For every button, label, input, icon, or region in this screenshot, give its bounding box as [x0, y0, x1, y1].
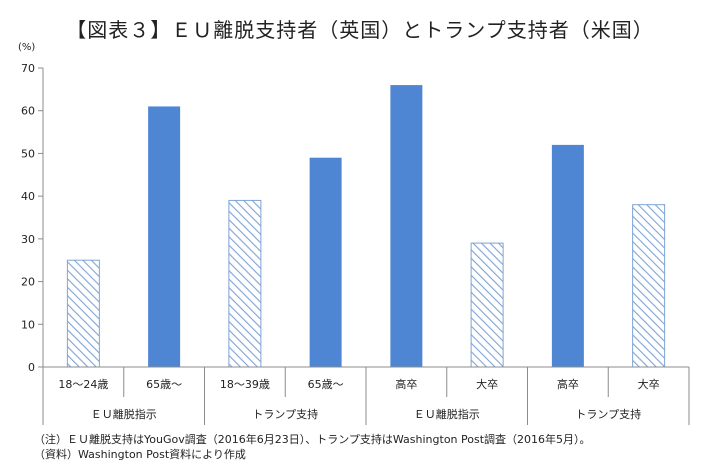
- x-category-label: 65歳～: [308, 378, 344, 391]
- bar-2: [148, 106, 181, 367]
- y-axis-unit-label: (%): [18, 42, 35, 53]
- x-category-label: 18～39歳: [220, 378, 270, 391]
- y-tick-label: 20: [21, 276, 35, 289]
- x-group-label: トランプ支持: [252, 407, 318, 421]
- bar-4: [309, 157, 342, 367]
- x-group-label: ＥＵ離脱指示: [91, 407, 157, 421]
- y-axis: (%) 0 10 20 30 40 50 60 70: [18, 42, 44, 374]
- chart-title: 【図表３】ＥＵ離脱支持者（英国）とトランプ支持者（米国）: [66, 18, 654, 42]
- footnotes: （注）ＥＵ離脱支持はYouGov調査（2016年6月23日）、トランプ支持はWa…: [34, 432, 591, 462]
- x-category-label: 65歳～: [146, 378, 182, 391]
- bar-6: [470, 242, 504, 368]
- bar-7: [551, 144, 584, 367]
- x-category-label: 大卒: [476, 377, 498, 391]
- footnote-source: （資料）Washington Post資料により作成: [34, 448, 246, 461]
- y-tick-label: 50: [21, 147, 35, 160]
- y-tick-label: 10: [21, 318, 35, 331]
- x-category-label: 高卒: [395, 377, 417, 391]
- x-axis: 18～24歳 65歳～ 18～39歳 65歳～ 高卒 大卒 高卒 大卒 ＥＵ離脱指示 トランプ支持…: [42, 366, 690, 425]
- bar-5: [390, 85, 423, 367]
- x-group-label: ＥＵ離脱指示: [414, 407, 480, 421]
- x-category-label: 大卒: [638, 377, 660, 391]
- bar-1: [66, 259, 100, 368]
- y-tick-label: 70: [21, 62, 35, 75]
- y-tick-label: 0: [28, 361, 35, 374]
- bar-8: [632, 204, 666, 368]
- y-tick-label: 30: [21, 233, 35, 246]
- y-tick-label: 60: [21, 105, 35, 118]
- bars: [66, 85, 666, 368]
- x-group-label: トランプ支持: [575, 407, 641, 421]
- x-category-label: 高卒: [557, 377, 579, 391]
- y-tick-label: 40: [21, 190, 35, 203]
- bar-3: [228, 199, 262, 368]
- footnote-note: （注）ＥＵ離脱支持はYouGov調査（2016年6月23日）、トランプ支持はWa…: [34, 433, 591, 446]
- x-category-label: 18～24歳: [58, 378, 108, 391]
